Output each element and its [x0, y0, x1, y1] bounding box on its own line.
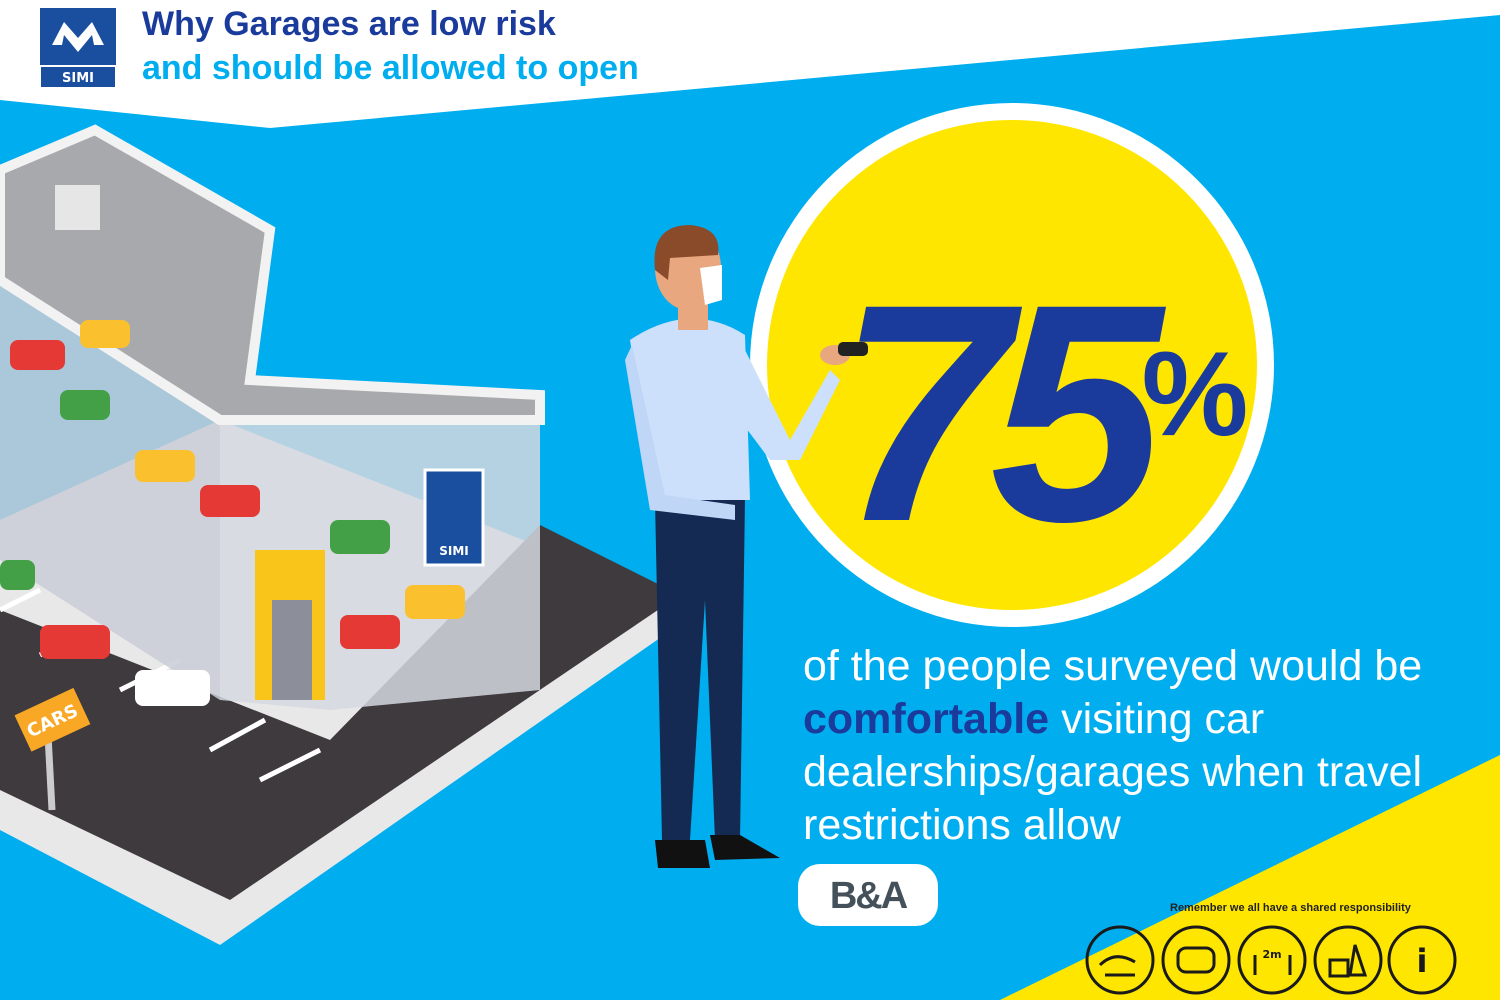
roof-unit [55, 185, 100, 230]
building-sign-text: SIMI [439, 544, 469, 558]
stat-number: 75 [838, 239, 1170, 586]
stat-description: of the people surveyed would be comforta… [803, 640, 1483, 852]
stat-circle [767, 120, 1257, 610]
title: Why Garages are low risk and should be a… [142, 2, 639, 90]
logo-text: SIMI [62, 71, 94, 86]
footer-note: Remember we all have a shared responsibi… [1170, 902, 1411, 914]
title-line: Why Garages are low risk [142, 5, 556, 43]
logo-strip [39, 65, 117, 89]
body-text: of the people surveyed would be [803, 642, 1423, 690]
cars [0, 320, 465, 706]
title-line: and should be allowed to open [142, 49, 639, 87]
source-logo: B&A [830, 875, 908, 917]
door [272, 600, 312, 700]
body-text: visiting car dealerships/garages when tr… [803, 695, 1423, 849]
distance-icon-text: 2m [1262, 948, 1281, 961]
source-logo-box [798, 864, 938, 926]
street-sign [14, 687, 91, 752]
roof [0, 124, 545, 425]
logo-mark [52, 22, 104, 52]
header-band [0, 0, 1500, 128]
safety-icons [1085, 925, 1457, 995]
building-sign [423, 468, 485, 567]
info-icon-text: i [1417, 942, 1428, 980]
person [625, 225, 868, 868]
sign-post [44, 734, 56, 811]
body-highlight: comfortable [803, 695, 1050, 743]
stat-unit: % [1142, 327, 1249, 461]
